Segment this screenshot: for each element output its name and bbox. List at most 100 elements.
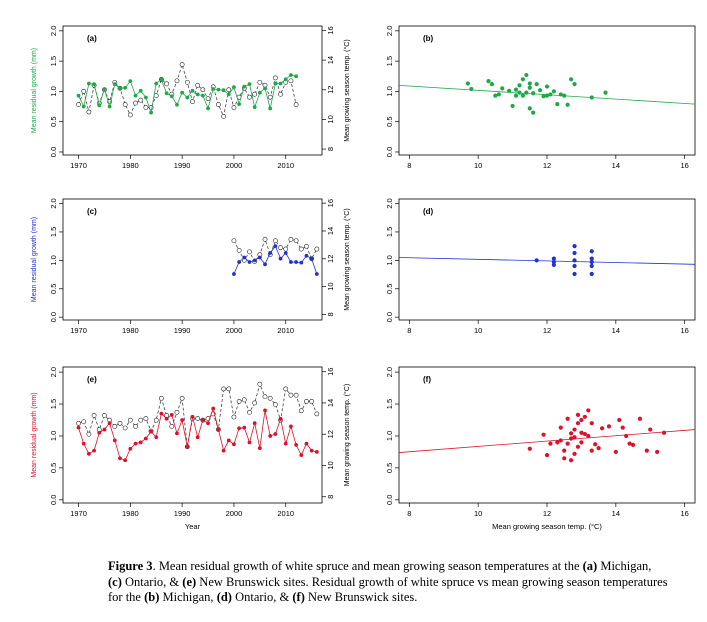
growth-point [263,408,267,413]
y-tick-label-left: 1.0 [49,255,58,265]
x-tick-label: 1980 [122,509,139,518]
temperature-point [169,424,175,429]
temperature-point [159,395,164,401]
growth-point [273,432,278,436]
growth-point [283,441,288,446]
panel-b: (b) 8 10 12 14 16 0.0 0.5 1.0 1.5 2.0 [385,25,696,170]
growth-point [97,430,102,435]
growth-point [309,448,314,453]
panel-label: (a) [87,34,97,43]
temperature-point [195,416,201,421]
growth-point [216,87,221,92]
temperature-point [247,94,252,100]
temperature-point [293,238,299,244]
x-tick-label: 1970 [70,326,87,335]
plot-frame [62,366,323,504]
scatter-point [524,72,529,78]
scatter-point [507,88,512,93]
growth-point [268,106,273,111]
temperature-point [304,243,309,249]
scatter-point [562,93,567,98]
scatter-point [538,88,543,93]
growth-point [211,406,216,411]
temperature-point [112,424,118,429]
scatter-point [513,93,519,98]
y-tick-label-left: 0.5 [49,116,58,126]
scatter-point [572,82,577,87]
growth-point [273,81,278,86]
growth-point [283,77,288,82]
temperature-point [195,82,201,88]
growth-point [190,414,195,419]
scatter-point [586,433,591,439]
scatter-point [565,441,570,446]
growth-point [232,85,236,90]
y-tick-label: 1.5 [385,56,394,66]
temperature-point [314,411,320,417]
y-tick-label: 1.0 [385,255,394,265]
y-tick-label-right: 12 [326,255,335,263]
growth-point [237,260,242,264]
scatter-point [572,271,577,277]
scatter-point [627,441,632,446]
growth-point [289,424,293,429]
growth-point [257,90,262,95]
growth-point [278,416,283,421]
fit-line [398,257,696,265]
x-tick-label: 2010 [277,326,294,335]
temperature-point [133,424,138,429]
temperature-point [226,87,232,93]
scatter-point [637,416,643,421]
scatter-point [572,451,577,456]
x-tick-label: 10 [474,326,482,335]
caption-label: Figure 3 [108,559,153,573]
y-tick-label: 1.0 [385,431,394,441]
growth-point [175,102,179,107]
plot-frame [62,198,323,321]
growth-point [263,262,267,267]
y-tick-label-right: 12 [326,86,335,94]
growth-point [133,93,138,98]
growth-point [102,427,107,432]
growth-point [143,436,148,441]
growth-point [206,421,210,426]
scatter-point [572,427,577,432]
scatter-point [555,440,560,445]
growth-point [107,104,112,109]
growth-point [118,86,122,91]
temperature-point [278,245,283,251]
scatter-point [579,440,584,445]
growth-point [185,95,190,100]
growth-point [314,272,319,276]
temperature-point [272,402,278,407]
scatter-point [572,258,577,263]
growth-point [154,81,159,86]
temperature-point [241,397,247,403]
growth-point [242,425,247,430]
growth-point [133,441,138,446]
growth-point [159,77,164,82]
panel-c: (c) 1970 1980 1990 2000 2010 0.0 0.5 1.0 1.5 2.0 8 1… [31,198,351,335]
growth-point [294,442,298,447]
scatter-point [531,110,536,115]
scatter-point [568,458,574,463]
growth-point [149,110,153,115]
caption-ref-e: (e) [182,574,197,589]
y-tick-label: 0.5 [385,116,394,126]
temperature-point [298,408,304,414]
scatter-point [589,259,594,265]
growth-point [278,256,283,261]
temperature-point [153,417,159,423]
temperature-point [127,417,133,423]
growth-point [200,93,205,98]
y-tick-label-right: 8 [326,495,335,499]
growth-point [143,95,148,100]
y-axis-label-right: Mean growing season temp. (°C) [343,384,351,486]
x-tick-label: 1990 [174,509,191,518]
temperature-point [81,419,87,425]
y-tick-label: 0.0 [385,312,394,322]
y-tick-label-right: 16 [326,199,335,207]
x-tick-label: 12 [543,509,551,518]
y-tick-label-left: 0.0 [49,147,58,157]
scatter-point [617,417,622,423]
